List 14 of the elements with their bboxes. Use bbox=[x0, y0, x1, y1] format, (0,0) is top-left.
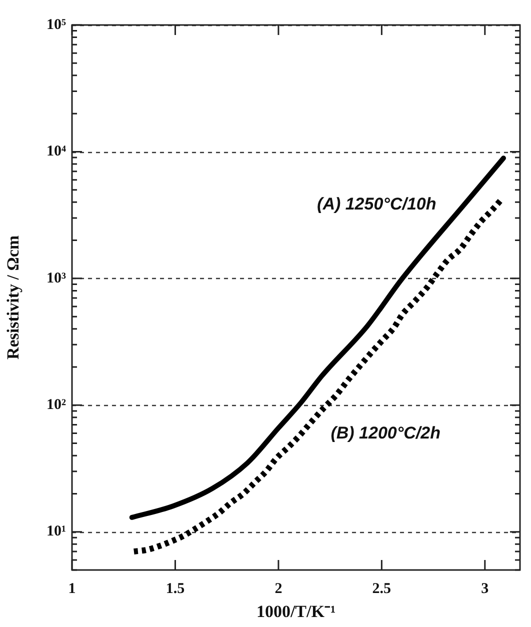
x-tick-label: 1.5 bbox=[166, 580, 185, 597]
x-axis-title: 1000/T/K⁻¹ bbox=[256, 602, 336, 622]
y-tick-label: 10⁴ bbox=[46, 144, 66, 160]
x-tick-label: 3 bbox=[481, 580, 489, 597]
x-tick-label: 2.5 bbox=[372, 580, 392, 597]
x-tick-label: 2 bbox=[274, 580, 282, 597]
y-tick-label: 10² bbox=[46, 397, 66, 414]
series-label: (A) 1250°C/10h bbox=[317, 194, 436, 214]
x-tick-label: 1 bbox=[68, 580, 76, 597]
series-label: (B) 1200°C/2h bbox=[330, 423, 440, 442]
y-tick-label: 10³ bbox=[46, 270, 66, 286]
y-tick-label: 10¹ bbox=[46, 524, 66, 540]
y-tick-label: 10⁵ bbox=[46, 16, 66, 33]
y-axis-title: Resistivity / Ωcm bbox=[4, 235, 23, 360]
